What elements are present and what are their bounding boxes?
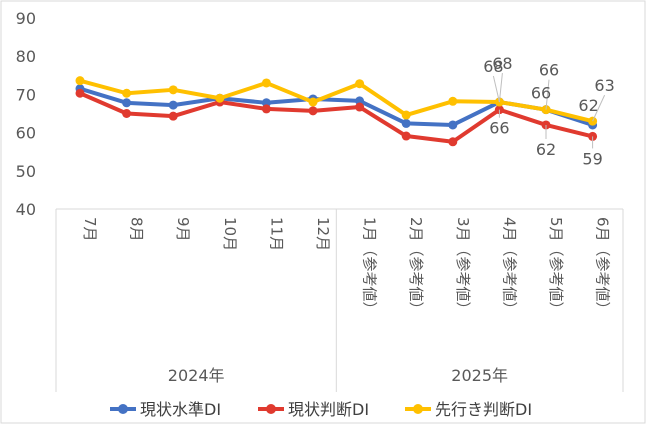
data-label: 62 [578, 96, 598, 115]
x-tick-label: 3月（参考値） [454, 217, 472, 317]
x-tick-label: 1月（参考値） [361, 217, 379, 317]
x-tick-label: 8月 [128, 217, 146, 242]
y-tick-label: 50 [16, 162, 36, 181]
y-axis: 90 80 70 60 50 40 [16, 9, 36, 219]
series-line [78, 91, 595, 144]
x-tick-label: 5月（参考値） [547, 217, 565, 317]
data-point [261, 104, 271, 114]
data-label: 66 [489, 119, 509, 138]
x-tick-label: 9月 [174, 217, 192, 242]
data-label: 68 [492, 54, 512, 73]
series-line [78, 78, 595, 124]
legend-label: 先行き判断DI [435, 400, 532, 419]
data-point [75, 88, 85, 98]
data-point [355, 79, 365, 89]
year-group-label: 2025年 [451, 366, 508, 385]
data-label: 62 [536, 140, 556, 159]
data-point [308, 97, 318, 107]
data-point [75, 76, 85, 86]
y-tick-label: 40 [16, 200, 36, 219]
data-point [401, 131, 411, 141]
y-tick-label: 60 [16, 124, 36, 143]
x-tick-label: 11月 [267, 217, 285, 251]
x-tick-label: 12月 [314, 217, 332, 251]
y-tick-label: 70 [16, 85, 36, 104]
data-point [215, 93, 225, 103]
series-lines [75, 76, 598, 147]
data-label: 68 [483, 57, 503, 76]
data-point [168, 111, 178, 121]
data-point [122, 88, 132, 98]
y-tick-label: 80 [16, 47, 36, 66]
data-point [122, 109, 132, 118]
data-point [168, 85, 178, 95]
year-group-label: 2024年 [168, 366, 225, 385]
x-tick-label: 10月 [221, 217, 239, 251]
data-label: 66 [531, 84, 551, 103]
y-tick-label: 90 [16, 9, 36, 28]
data-point [448, 96, 458, 106]
leader-line [545, 79, 550, 110]
data-point [448, 120, 458, 130]
x-axis: 2024年 2025年 7月 8月 9月 10月 11月 12月 1月（参考値） 2月（参考値） 3… [55, 208, 624, 392]
legend-marker [266, 404, 276, 414]
x-tick-label: 4月（参考値） [500, 217, 518, 317]
x-tick-label: 6月（参考値） [594, 217, 612, 317]
data-labels: 68 66 62 66 62 59 68 66 63 [483, 54, 615, 168]
leader-line [492, 75, 500, 103]
legend-label: 現状水準DI [140, 400, 221, 419]
data-point [448, 137, 458, 147]
data-label: 66 [539, 61, 559, 80]
data-point [261, 78, 271, 88]
x-tick-label: 2月（参考値） [407, 217, 425, 317]
legend-label: 現状判断DI [288, 400, 369, 419]
data-point [355, 102, 365, 112]
leader-line [592, 94, 606, 122]
data-point [122, 98, 132, 108]
data-point [541, 120, 551, 130]
data-point [401, 110, 411, 120]
legend-marker [118, 404, 128, 414]
data-point [168, 100, 178, 110]
data-label: 63 [594, 76, 614, 95]
data-point [401, 118, 411, 128]
data-point [308, 106, 318, 116]
x-tick-label: 7月 [81, 217, 99, 242]
leader-line [498, 72, 503, 103]
legend: 現状水準DI 現状判断DI 先行き判断DI [110, 400, 532, 419]
legend-marker [413, 404, 423, 414]
data-label: 59 [582, 149, 602, 168]
